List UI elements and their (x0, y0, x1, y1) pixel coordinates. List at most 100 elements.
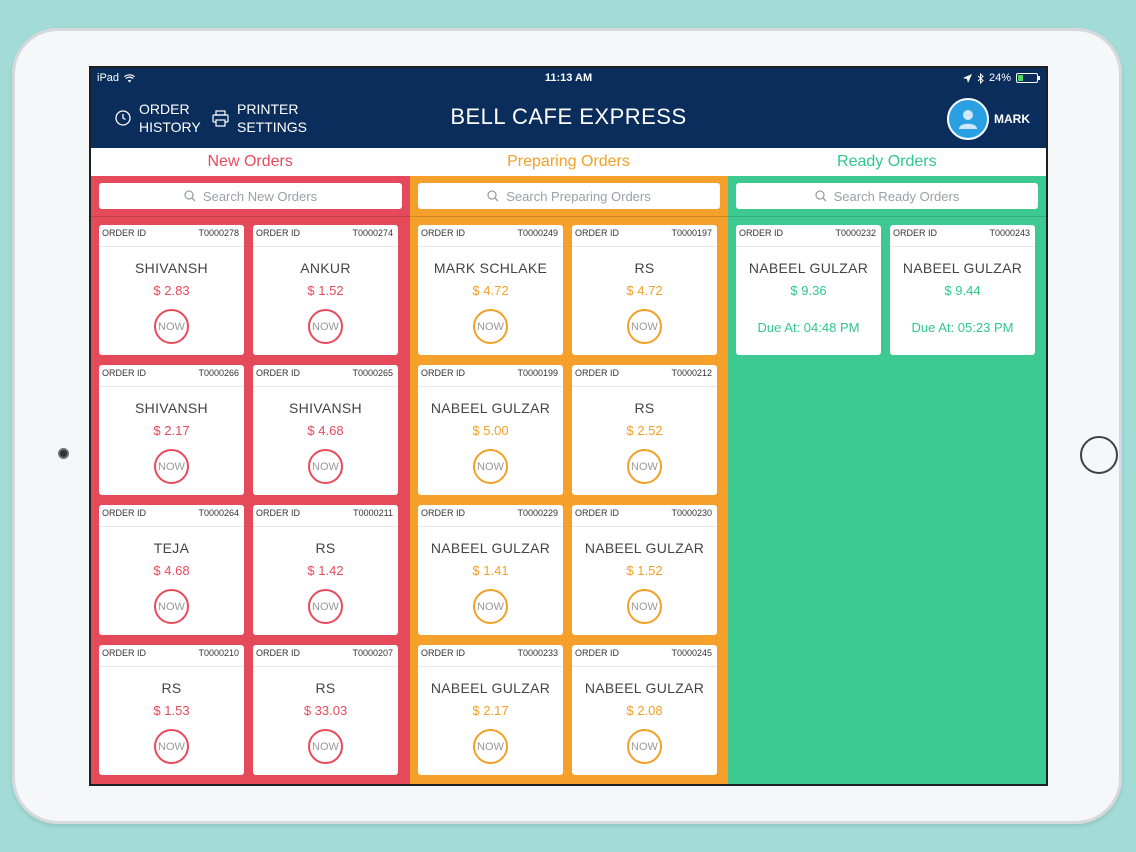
order-card[interactable]: ORDER ID T0000199 NABEEL GULZAR $ 5.00 NOW (418, 365, 563, 495)
order-card[interactable]: ORDER ID T0000211 RS $ 1.42 NOW (253, 505, 398, 635)
order-card[interactable]: ORDER ID T0000197 RS $ 4.72 NOW (572, 225, 717, 355)
order-id-label: ORDER ID (421, 368, 466, 378)
home-button[interactable] (1080, 436, 1118, 474)
printer-settings-button[interactable]: PRINTER SETTINGS (212, 100, 307, 136)
order-history-label: ORDER HISTORY (139, 100, 201, 136)
order-id-label: ORDER ID (102, 228, 147, 238)
customer-name: NABEEL GULZAR (584, 540, 705, 556)
order-card[interactable]: ORDER ID T0000212 RS $ 2.52 NOW (572, 365, 717, 495)
column-headers: New Orders Preparing Orders Ready Orders (91, 148, 1046, 176)
now-button[interactable]: NOW (308, 589, 343, 624)
location-arrow-icon (962, 73, 972, 83)
card-divider (99, 526, 244, 527)
customer-name: TEJA (153, 540, 190, 556)
ready-orders-column: Search Ready Orders ORDER ID T0000232 NABE… (728, 176, 1046, 784)
order-price: $ 4.72 (626, 283, 663, 298)
order-card[interactable]: ORDER ID T0000233 NABEEL GULZAR $ 2.17 NOW (418, 645, 563, 775)
card-divider (253, 386, 398, 387)
customer-name: NABEEL GULZAR (902, 260, 1023, 276)
order-card[interactable]: ORDER ID T0000274 ANKUR $ 1.52 NOW (253, 225, 398, 355)
now-button[interactable]: NOW (154, 449, 189, 484)
now-button[interactable]: NOW (627, 729, 662, 764)
order-card[interactable]: ORDER ID T0000230 NABEEL GULZAR $ 1.52 NOW (572, 505, 717, 635)
now-button[interactable]: NOW (154, 729, 189, 764)
tab-ready-orders[interactable]: Ready Orders (837, 153, 937, 170)
order-card[interactable]: ORDER ID T0000278 SHIVANSH $ 2.83 NOW (99, 225, 244, 355)
now-button[interactable]: NOW (308, 729, 343, 764)
search-placeholder: Search New Orders (202, 188, 318, 204)
search-ready-orders-input[interactable]: Search Ready Orders (736, 183, 1038, 209)
customer-name: RS (161, 680, 182, 696)
order-id-row: ORDER ID T0000278 (102, 228, 239, 244)
now-button[interactable]: NOW (473, 449, 508, 484)
search-preparing-orders-input[interactable]: Search Preparing Orders (418, 183, 720, 209)
order-id-value: T0000266 (198, 368, 239, 378)
order-id-row: ORDER ID T0000264 (102, 508, 239, 524)
now-button[interactable]: NOW (627, 589, 662, 624)
order-card[interactable]: ORDER ID T0000245 NABEEL GULZAR $ 2.08 NOW (572, 645, 717, 775)
order-price: $ 1.52 (307, 283, 344, 298)
order-card[interactable]: ORDER ID T0000229 NABEEL GULZAR $ 1.41 NOW (418, 505, 563, 635)
now-button[interactable]: NOW (473, 589, 508, 624)
order-id-value: T0000207 (352, 648, 393, 658)
tab-new-orders[interactable]: New Orders (207, 153, 293, 170)
order-id-row: ORDER ID T0000230 (575, 508, 712, 524)
order-card[interactable]: ORDER ID T0000249 MARK SCHLAKE $ 4.72 NOW (418, 225, 563, 355)
clock-icon (115, 110, 131, 126)
order-price: $ 4.68 (307, 423, 344, 438)
order-price: $ 1.41 (472, 563, 509, 578)
tab-preparing-orders[interactable]: Preparing Orders (507, 153, 630, 170)
card-divider (418, 526, 563, 527)
order-id-value: T0000197 (671, 228, 712, 238)
order-price: $ 9.44 (944, 283, 981, 298)
now-button[interactable]: NOW (627, 309, 662, 344)
column-divider (728, 216, 1046, 217)
search-new-orders-input[interactable]: Search New Orders (99, 183, 402, 209)
printer-line1: PRINTER (237, 101, 299, 117)
order-id-value: T0000274 (352, 228, 393, 238)
card-divider (572, 666, 717, 667)
customer-name: SHIVANSH (289, 400, 362, 416)
now-button[interactable]: NOW (473, 309, 508, 344)
card-divider (253, 526, 398, 527)
order-card[interactable]: ORDER ID T0000207 RS $ 33.03 NOW (253, 645, 398, 775)
order-card[interactable]: ORDER ID T0000264 TEJA $ 4.68 NOW (99, 505, 244, 635)
order-price: $ 2.08 (626, 703, 663, 718)
order-id-row: ORDER ID T0000249 (421, 228, 558, 244)
now-button[interactable]: NOW (308, 449, 343, 484)
customer-name: RS (634, 400, 655, 416)
now-button[interactable]: NOW (154, 589, 189, 624)
now-button[interactable]: NOW (154, 309, 189, 344)
order-id-row: ORDER ID T0000232 (739, 228, 876, 244)
order-id-label: ORDER ID (421, 508, 466, 518)
customer-name: NABEEL GULZAR (748, 260, 869, 276)
order-id-label: ORDER ID (575, 368, 620, 378)
order-price: $ 1.53 (153, 703, 190, 718)
card-divider (572, 526, 717, 527)
order-id-value: T0000211 (353, 508, 393, 518)
now-button[interactable]: NOW (627, 449, 662, 484)
due-time: Due At: 04:48 PM (757, 320, 860, 335)
order-history-button[interactable]: ORDER HISTORY (115, 100, 201, 136)
order-price: $ 1.52 (626, 563, 663, 578)
order-id-row: ORDER ID T0000211 (256, 508, 393, 524)
user-profile-button[interactable]: MARK (947, 98, 1030, 140)
card-divider (99, 386, 244, 387)
order-id-label: ORDER ID (256, 508, 301, 518)
order-card[interactable]: ORDER ID T0000266 SHIVANSH $ 2.17 NOW (99, 365, 244, 495)
order-card[interactable]: ORDER ID T0000243 NABEEL GULZAR $ 9.44 Due A… (890, 225, 1035, 355)
printer-line2: SETTINGS (237, 119, 308, 135)
now-button[interactable]: NOW (308, 309, 343, 344)
order-price: $ 5.00 (472, 423, 509, 438)
customer-name: NABEEL GULZAR (430, 540, 551, 556)
order-price: $ 2.52 (626, 423, 663, 438)
order-card[interactable]: ORDER ID T0000210 RS $ 1.53 NOW (99, 645, 244, 775)
card-divider (418, 386, 563, 387)
order-card[interactable]: ORDER ID T0000265 SHIVANSH $ 4.68 NOW (253, 365, 398, 495)
avatar[interactable] (947, 98, 989, 140)
card-divider (253, 246, 398, 247)
order-id-label: ORDER ID (102, 648, 147, 658)
order-card[interactable]: ORDER ID T0000232 NABEEL GULZAR $ 9.36 Due A… (736, 225, 881, 355)
now-button[interactable]: NOW (473, 729, 508, 764)
front-camera (58, 448, 69, 459)
